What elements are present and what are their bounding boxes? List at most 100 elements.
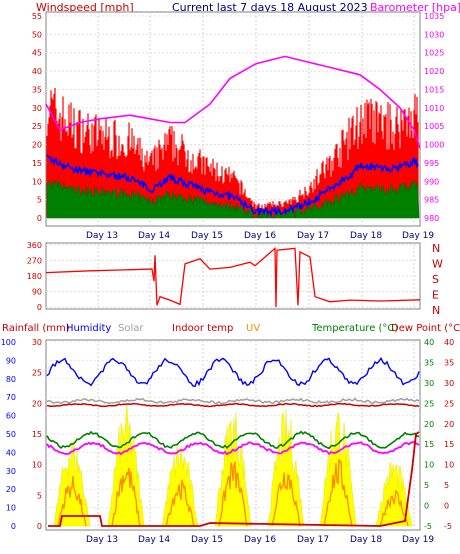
axis-labels: Day 13 Day 14 Day 15 Day 16 Day 17 Day 18 Day … (1, 12, 454, 545)
uv-series (323, 458, 353, 527)
dir-letter-label: N (432, 304, 440, 317)
header-left: Windspeed [mph] (36, 1, 134, 14)
dew-tick-label: -5 (444, 522, 452, 531)
dir-tick-label: 270 (27, 257, 42, 266)
hum-tick-label: 90 (6, 356, 16, 365)
rain-tick-label: 5 (37, 491, 42, 500)
day-tick-label: Day 16 (244, 231, 276, 241)
rain-tick-label: 25 (32, 369, 42, 378)
temp-tick-label: 35 (424, 358, 434, 367)
solar-series (161, 446, 199, 527)
series-layer (45, 55, 421, 527)
wind-tick-label: 30 (32, 104, 42, 113)
temp-tick-label: 40 (424, 338, 434, 347)
day-tick-label: Day 19 (402, 535, 434, 545)
day-tick-label: Day 19 (402, 231, 434, 241)
temp-tick-label: 25 (424, 399, 434, 408)
wind-tick-label: 25 (32, 122, 42, 131)
temp-tick-label: -5 (424, 522, 432, 531)
day-tick-label: Day 18 (350, 535, 382, 545)
baro-tick-label: 1015 (424, 85, 444, 94)
dew-tick-label: 30 (444, 379, 454, 388)
indoor-temp-series (46, 402, 420, 408)
hum-tick-label: 0 (11, 522, 16, 531)
dew-tick-label: 40 (444, 338, 454, 347)
day-tick-label: Day 15 (191, 535, 223, 545)
baro-tick-label: 990 (424, 177, 439, 186)
dir-letter-label: N (432, 242, 440, 255)
legend-uv: UV (246, 323, 260, 334)
dir-letter-label: W (432, 258, 443, 271)
wind-tick-label: 20 (32, 141, 42, 150)
dew-tick-label: 5 (444, 481, 449, 490)
rain-tick-label: 0 (37, 522, 42, 531)
day-tick-label: Day 17 (297, 231, 329, 241)
temp-tick-label: 15 (424, 440, 434, 449)
wind-tick-label: 5 (37, 196, 42, 205)
gridlines (46, 12, 420, 530)
temp-tick-label: 0 (424, 502, 429, 511)
rain-tick-label: 30 (32, 338, 42, 347)
hum-tick-label: 10 (6, 504, 16, 513)
day-tick-label: Day 14 (138, 535, 170, 545)
day-tick-label: Day 13 (86, 231, 118, 241)
hum-tick-label: 40 (6, 448, 16, 457)
wind-tick-label: 10 (32, 177, 42, 186)
baro-tick-label: 1035 (424, 12, 444, 21)
wind-tick-label: 15 (32, 159, 42, 168)
wind-tick-label: 45 (32, 49, 42, 58)
day-tick-label: Day 17 (297, 535, 329, 545)
hum-tick-label: 50 (6, 430, 16, 439)
humidity-series (46, 356, 420, 388)
baro-tick-label: 1005 (424, 122, 444, 131)
baro-tick-label: 1030 (424, 30, 444, 39)
rain-tick-label: 15 (32, 430, 42, 439)
header-center: Current last 7 days 18 August 2023 (172, 1, 368, 14)
legend-temperature: Temperature (°C) (311, 323, 398, 334)
baro-tick-label: 980 (424, 214, 439, 223)
solar-series (214, 412, 252, 527)
dir-tick-label: 90 (32, 288, 42, 297)
baro-tick-label: 995 (424, 159, 439, 168)
day-tick-label: Day 15 (191, 231, 223, 241)
legend-humidity: Humidity (66, 323, 111, 334)
legend-dewpoint: Dew Point (°C) (391, 323, 460, 334)
legend-indoor: Indoor temp (172, 323, 233, 334)
hum-tick-label: 70 (6, 393, 16, 402)
solar-grey-series (46, 397, 420, 405)
dir-tick-label: 0 (37, 303, 42, 312)
baro-tick-label: 1000 (424, 141, 444, 150)
uv-series (165, 479, 195, 527)
dir-letter-label: E (432, 289, 439, 302)
wind-low-series (46, 179, 420, 219)
temp-tick-label: 10 (424, 461, 434, 470)
rainfall-series (48, 431, 420, 527)
dew-tick-label: 20 (444, 420, 454, 429)
baro-tick-label: 985 (424, 196, 439, 205)
hum-tick-label: 100 (1, 338, 16, 347)
hum-tick-label: 30 (6, 467, 16, 476)
rain-tick-label: 10 (32, 461, 42, 470)
hum-tick-label: 60 (6, 412, 16, 421)
wind-tick-label: 35 (32, 85, 42, 94)
wind-tick-label: 0 (37, 214, 42, 223)
wind-tick-label: 40 (32, 67, 42, 76)
uv-series (271, 472, 301, 527)
temperature-series (46, 430, 420, 450)
uv-series (218, 461, 248, 527)
rain-tick-label: 20 (32, 399, 42, 408)
wind-direction-series (45, 246, 421, 308)
legend-solar: Solar (118, 323, 144, 334)
dew-tick-label: 10 (444, 461, 454, 470)
dew-tick-label: 15 (444, 440, 454, 449)
day-tick-label: Day 13 (86, 535, 118, 545)
uv-series (57, 475, 87, 527)
hum-tick-label: 80 (6, 375, 16, 384)
day-tick-label: Day 16 (244, 535, 276, 545)
temp-tick-label: 30 (424, 379, 434, 388)
legend-rain: Rainfall (mm) (2, 323, 70, 334)
dir-letter-label: S (432, 273, 439, 286)
baro-tick-label: 1020 (424, 67, 444, 76)
hum-tick-label: 20 (6, 485, 16, 494)
